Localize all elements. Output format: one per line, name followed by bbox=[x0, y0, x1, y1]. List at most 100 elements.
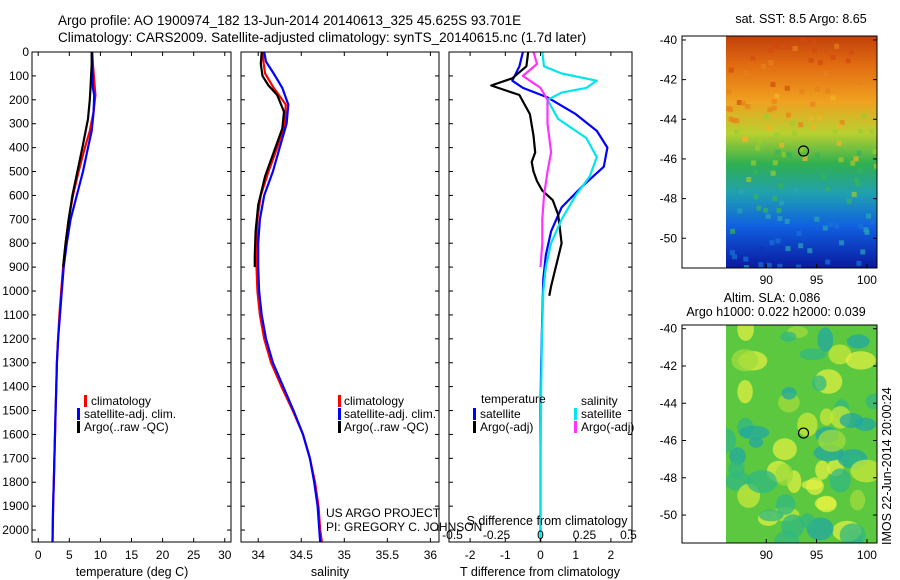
x2-tick-label: 0 bbox=[537, 528, 544, 542]
pi-label: PI: GREGORY C. JOHNSON bbox=[326, 520, 482, 534]
lon-tick-label: 100 bbox=[857, 273, 877, 287]
sst-pixel bbox=[779, 200, 785, 206]
legend-swatch-argo bbox=[338, 421, 341, 433]
sst-pixel bbox=[822, 225, 828, 231]
sst-pixel bbox=[758, 262, 764, 268]
depth-tick-label: 1700 bbox=[2, 451, 29, 465]
depth-tick-label: 700 bbox=[9, 212, 29, 226]
sst-pixel bbox=[808, 57, 814, 63]
map-frame bbox=[681, 324, 878, 544]
sla-blob bbox=[781, 387, 797, 400]
sst-pixel bbox=[765, 213, 771, 219]
lat-tick-label: -42 bbox=[660, 359, 678, 373]
sla-blob bbox=[819, 408, 834, 426]
sst-pixel bbox=[814, 216, 820, 222]
sst-pixel bbox=[781, 152, 787, 158]
x-tick-label: -2 bbox=[465, 548, 476, 562]
sst-pixel bbox=[869, 219, 875, 225]
sst-pixel bbox=[776, 44, 782, 50]
sst-pixel bbox=[830, 95, 836, 101]
sst-pixel bbox=[734, 118, 740, 124]
x-tick-label: 34.5 bbox=[290, 548, 314, 562]
sst-pixel bbox=[737, 208, 743, 214]
depth-tick-label: 100 bbox=[9, 69, 29, 83]
sla-blob bbox=[812, 375, 827, 392]
series-line-0 bbox=[51, 52, 97, 542]
sst-pixel bbox=[730, 228, 736, 234]
sst-pixel bbox=[764, 114, 769, 119]
sst-pixel bbox=[846, 198, 852, 204]
sla-blob bbox=[839, 523, 866, 543]
sla-map-panel: -40 -42 -44 -46 -48 -50 90 95 100 bbox=[660, 322, 878, 562]
map-blank-area bbox=[682, 325, 726, 543]
sla-blob bbox=[814, 496, 837, 511]
sst-pixel bbox=[734, 129, 739, 135]
sst-pixel bbox=[743, 256, 749, 262]
depth-tick-label: 1500 bbox=[2, 404, 29, 418]
legend-temperature-title: temperature bbox=[481, 392, 546, 406]
sla-blob bbox=[748, 437, 764, 448]
depth-tick-label: 600 bbox=[9, 188, 29, 202]
profile-panel-salinity: 34 34.5 35 35.5 36 bbox=[240, 51, 440, 562]
lat-tick-label: -44 bbox=[660, 396, 678, 410]
sst-pixel bbox=[800, 36, 805, 42]
sla-blob bbox=[829, 468, 851, 493]
sst-pixel bbox=[789, 79, 795, 85]
sst-pixel bbox=[817, 60, 823, 66]
sst-pixel bbox=[856, 260, 862, 266]
sst-pixel bbox=[768, 48, 773, 54]
x-axis-label-sal-diff: S difference from climatology bbox=[467, 514, 629, 528]
sst-pixel bbox=[808, 116, 814, 122]
x-tick-label: -1 bbox=[500, 548, 511, 562]
series-line-2 bbox=[253, 52, 286, 268]
legend-satellite: satellite-adj. clim. bbox=[84, 407, 176, 421]
sst-pixel bbox=[798, 146, 804, 152]
legend-swatch-satellite bbox=[338, 408, 341, 420]
sst-pixel bbox=[729, 250, 735, 256]
sst-pixel bbox=[770, 81, 776, 87]
sst-pixel bbox=[774, 93, 780, 99]
sst-pixel bbox=[849, 49, 855, 55]
sst-pixel bbox=[777, 263, 783, 268]
legend-sal-argo: Argo(-adj) bbox=[581, 420, 634, 434]
sst-pixel bbox=[812, 47, 817, 53]
temperature-legend: climatology satellite-adj. clim. Argo(..… bbox=[77, 394, 176, 434]
lon-tick-label: 95 bbox=[810, 273, 824, 287]
sst-pixel bbox=[753, 194, 759, 200]
sst-pixel bbox=[786, 112, 791, 118]
x-tick-label: 5 bbox=[66, 548, 73, 562]
sla-blob bbox=[850, 489, 866, 511]
sst-pixel bbox=[858, 128, 864, 134]
sst-map-panel: -40 -42 -44 -46 -48 -50 90 95 100 bbox=[660, 33, 878, 287]
sla-blob bbox=[746, 470, 778, 494]
sla-blob bbox=[728, 460, 745, 478]
sla-blob bbox=[865, 393, 877, 410]
sst-pixel bbox=[772, 196, 778, 202]
sst-pixel bbox=[771, 98, 777, 104]
series-line-1 bbox=[490, 52, 563, 297]
sst-pixel bbox=[784, 218, 790, 224]
sst-pixel bbox=[726, 89, 732, 95]
legend-argo: Argo(..raw -QC) bbox=[344, 420, 429, 434]
sst-pixel bbox=[807, 248, 813, 254]
profile-panel-temperature: 0100200300400500600700800900100011001200… bbox=[2, 45, 231, 562]
profile-panel-difference: -2 -1 0 1 2 -0.5 -0.25 0 0.25 0.5 bbox=[442, 51, 637, 562]
sst-pixel bbox=[740, 100, 746, 106]
sst-pixel bbox=[834, 43, 840, 49]
sst-pixel bbox=[849, 77, 855, 83]
x-axis-label-temp-diff: T difference from climatology bbox=[460, 565, 621, 579]
sla-blob bbox=[781, 514, 805, 538]
sst-pixel bbox=[790, 120, 796, 126]
sst-pixel bbox=[815, 153, 821, 159]
sst-pixel bbox=[756, 205, 762, 211]
sst-pixel bbox=[739, 76, 744, 82]
x2-tick-label: 0.5 bbox=[620, 528, 637, 542]
sst-pixel bbox=[816, 115, 822, 121]
sst-pixel bbox=[832, 129, 838, 135]
sst-pixel bbox=[771, 105, 777, 111]
lon-tick-label: 90 bbox=[760, 548, 774, 562]
sla-blob bbox=[845, 351, 876, 370]
sst-pixel bbox=[779, 142, 785, 148]
lon-tick-label: 95 bbox=[810, 548, 824, 562]
legend-temp-satellite: satellite bbox=[480, 407, 521, 421]
